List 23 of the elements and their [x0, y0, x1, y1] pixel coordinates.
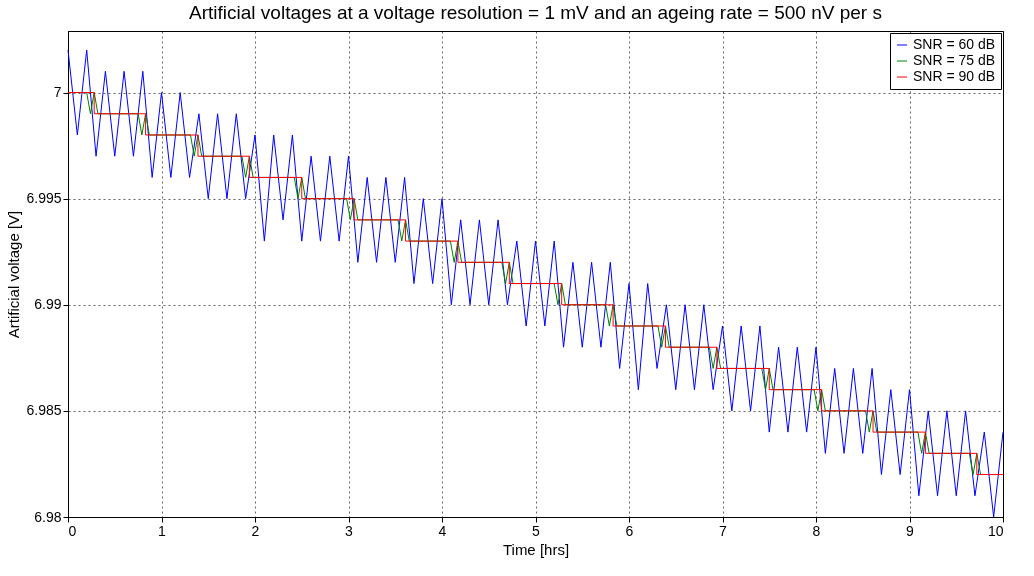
y-tick-label: 6.995: [26, 190, 62, 207]
x-axis-title: Time [hrs]: [502, 540, 570, 558]
x-tick-label: 8: [812, 522, 821, 539]
legend-label: SNR = 90 dB: [913, 68, 996, 84]
y-tick-label: 6.98: [34, 508, 62, 525]
legend-label: SNR = 75 dB: [913, 52, 996, 68]
x-tick-label: 3: [345, 522, 354, 539]
x-tick-label: 6: [625, 522, 634, 539]
legend-label: SNR = 60 dB: [913, 36, 996, 52]
x-tick-label: 7: [719, 522, 728, 539]
x-tick-label: 1: [158, 522, 167, 539]
y-tick-label: 6.99: [34, 296, 62, 313]
y-tick-label: 6.985: [26, 402, 62, 419]
chart-title: Artificial voltages at a voltage resolution = 1 mV and an ageing rate = 500 nV per s: [189, 2, 882, 23]
x-tick-label: 0: [68, 522, 77, 539]
y-axis-title: Artificial voltage [V]: [5, 210, 23, 339]
x-tick-label: 4: [438, 522, 447, 539]
line-series: [67, 49, 1004, 518]
x-tick-label: 9: [906, 522, 915, 539]
x-tick-label: 10: [987, 522, 1004, 539]
x-tick-label: 2: [251, 522, 260, 539]
x-tick-label: 5: [532, 522, 541, 539]
y-tick-label: 7: [53, 84, 62, 101]
